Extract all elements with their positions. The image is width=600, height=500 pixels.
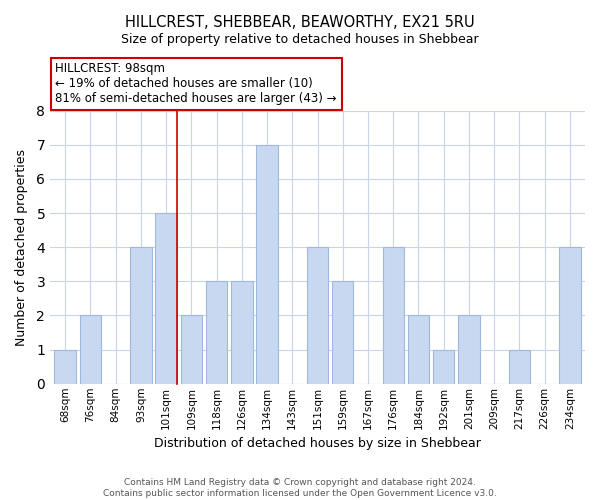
Bar: [559, 247, 581, 384]
X-axis label: Distribution of detached houses by size in Shebbear: Distribution of detached houses by size …: [154, 437, 481, 450]
Bar: [181, 316, 202, 384]
Text: Contains HM Land Registry data © Crown copyright and database right 2024.
Contai: Contains HM Land Registry data © Crown c…: [103, 478, 497, 498]
Bar: [231, 282, 253, 384]
Bar: [383, 247, 404, 384]
Text: HILLCREST: 98sqm
← 19% of detached houses are smaller (10)
81% of semi-detached : HILLCREST: 98sqm ← 19% of detached house…: [55, 62, 337, 105]
Bar: [206, 282, 227, 384]
Bar: [155, 213, 177, 384]
Bar: [80, 316, 101, 384]
Bar: [458, 316, 479, 384]
Text: HILLCREST, SHEBBEAR, BEAWORTHY, EX21 5RU: HILLCREST, SHEBBEAR, BEAWORTHY, EX21 5RU: [125, 15, 475, 30]
Bar: [307, 247, 328, 384]
Bar: [256, 145, 278, 384]
Bar: [130, 247, 152, 384]
Bar: [509, 350, 530, 384]
Bar: [408, 316, 429, 384]
Text: Size of property relative to detached houses in Shebbear: Size of property relative to detached ho…: [121, 32, 479, 46]
Y-axis label: Number of detached properties: Number of detached properties: [15, 148, 28, 346]
Bar: [55, 350, 76, 384]
Bar: [433, 350, 454, 384]
Bar: [332, 282, 353, 384]
